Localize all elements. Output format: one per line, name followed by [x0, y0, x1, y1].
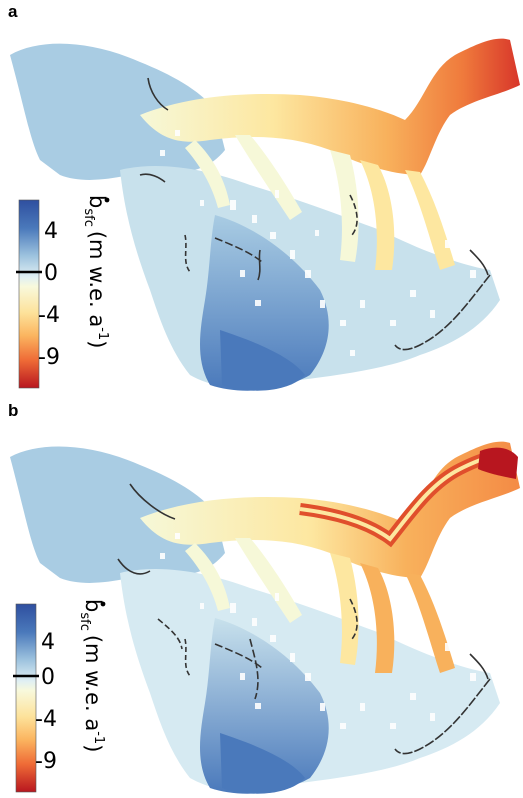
dot-accent	[100, 601, 106, 607]
colorbar: 4 0 -4 -9 bsfc(m w.e. a-1)	[16, 195, 110, 389]
colorbar-tick: 0	[41, 665, 55, 690]
tributary-4	[235, 538, 302, 623]
colorbar-gradient	[15, 603, 37, 793]
glacier-map: 4 0 -4 -9 bsfc(m w.e. a-1)	[10, 441, 520, 794]
equilibrium-line-contours	[117, 483, 491, 755]
west-basin	[10, 446, 225, 583]
colorbar-tick: -4	[35, 707, 57, 732]
colorbar-tick: -9	[35, 749, 57, 774]
colorbar-tick: 4	[41, 630, 55, 655]
dot-accent	[104, 197, 110, 203]
tributary-1	[330, 150, 359, 262]
glacier-map: 4 0 -4 -9 bsfc(m w.e. a-1)	[10, 38, 520, 391]
tributary-5	[185, 543, 230, 611]
southwest-lobe	[220, 733, 305, 794]
panel-label: a	[8, 2, 18, 21]
colorbar-tick: -9	[38, 345, 60, 370]
west-basin	[10, 43, 225, 180]
terminus-red	[478, 447, 518, 479]
panel-label: b	[8, 401, 19, 420]
colorbar-tick: -4	[38, 303, 60, 328]
svg-text:bsfc(m w.e. a-1): bsfc(m w.e. a-1)	[77, 599, 106, 752]
panel-b: b	[0, 399, 523, 798]
tributary-3	[405, 170, 455, 270]
colorbar: 4 0 -4 -9 bsfc(m w.e. a-1)	[13, 599, 106, 793]
tributary-5	[185, 140, 230, 208]
svg-text:bsfc(m w.e. a-1): bsfc(m w.e. a-1)	[81, 195, 110, 348]
ice-texture	[160, 130, 476, 356]
ice-texture	[160, 533, 476, 729]
colorbar-gradient	[18, 199, 40, 389]
colorbar-title: bsfc(m w.e. a-1)	[77, 599, 106, 752]
tributary-2	[360, 160, 395, 270]
panel-a: a	[8, 2, 520, 391]
tributary-3	[405, 573, 455, 673]
colorbar-title: bsfc(m w.e. a-1)	[81, 195, 110, 348]
main-trunk	[140, 38, 520, 175]
colorbar-tick: 0	[44, 261, 58, 286]
southwest-lobe	[220, 330, 305, 391]
tributary-1	[330, 553, 359, 665]
colorbar-tick: 4	[44, 219, 58, 244]
tributary-2	[360, 563, 395, 673]
tributary-4	[235, 135, 302, 220]
equilibrium-line-contours	[139, 77, 491, 351]
